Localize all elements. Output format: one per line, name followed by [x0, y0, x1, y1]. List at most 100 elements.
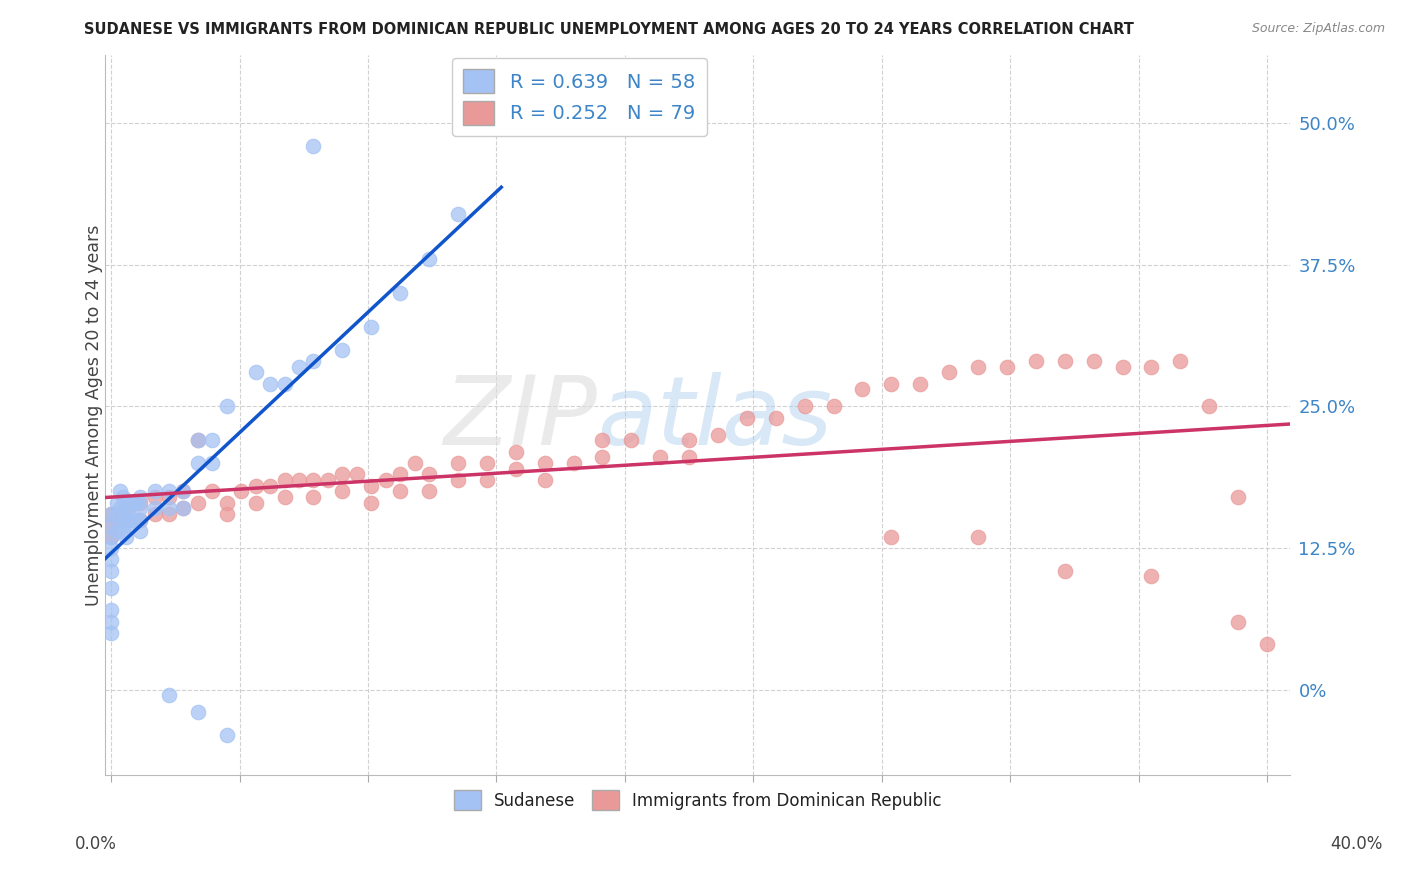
Point: [124, 513, 146, 527]
Point: [418, 252, 440, 267]
Point: [735, 410, 758, 425]
Point: [1111, 359, 1133, 374]
Point: [910, 376, 932, 391]
Point: [117, 518, 139, 533]
Point: [1140, 569, 1163, 583]
Point: [360, 320, 382, 334]
Point: [100, 518, 122, 533]
Point: [108, 484, 131, 499]
Point: [620, 434, 643, 448]
Point: [447, 207, 470, 221]
Point: [172, 501, 194, 516]
Point: [100, 507, 122, 521]
Point: [105, 507, 128, 521]
Point: [111, 490, 134, 504]
Text: ZIP: ZIP: [443, 372, 598, 465]
Point: [105, 496, 128, 510]
Point: [360, 496, 382, 510]
Point: [127, 513, 149, 527]
Point: [823, 400, 845, 414]
Point: [201, 434, 224, 448]
Point: [273, 490, 295, 504]
Point: [172, 484, 194, 499]
Point: [1227, 490, 1250, 504]
Point: [1053, 564, 1076, 578]
Point: [187, 706, 209, 720]
Point: [114, 513, 136, 527]
Point: [215, 728, 238, 742]
Point: [245, 496, 267, 510]
Point: [143, 490, 166, 504]
Point: [1256, 638, 1278, 652]
Point: [316, 473, 339, 487]
Point: [114, 513, 136, 527]
Y-axis label: Unemployment Among Ages 20 to 24 years: Unemployment Among Ages 20 to 24 years: [86, 224, 103, 606]
Point: [995, 359, 1018, 374]
Point: [172, 484, 194, 499]
Point: [302, 473, 325, 487]
Point: [288, 359, 311, 374]
Point: [187, 456, 209, 470]
Point: [591, 434, 613, 448]
Point: [678, 450, 700, 465]
Point: [143, 501, 166, 516]
Text: 40.0%: 40.0%: [1330, 835, 1384, 853]
Point: [100, 564, 122, 578]
Point: [111, 524, 134, 538]
Point: [187, 434, 209, 448]
Point: [389, 286, 412, 301]
Point: [707, 427, 730, 442]
Point: [1227, 615, 1250, 629]
Point: [157, 689, 180, 703]
Point: [111, 507, 134, 521]
Point: [1083, 354, 1105, 368]
Point: [127, 496, 149, 510]
Text: Source: ZipAtlas.com: Source: ZipAtlas.com: [1251, 22, 1385, 36]
Point: [288, 473, 311, 487]
Point: [505, 445, 527, 459]
Point: [447, 473, 470, 487]
Point: [273, 376, 295, 391]
Point: [330, 467, 353, 482]
Text: SUDANESE VS IMMIGRANTS FROM DOMINICAN REPUBLIC UNEMPLOYMENT AMONG AGES 20 TO 24 : SUDANESE VS IMMIGRANTS FROM DOMINICAN RE…: [84, 22, 1135, 37]
Point: [475, 456, 498, 470]
Point: [100, 530, 122, 544]
Point: [108, 518, 131, 533]
Point: [404, 456, 426, 470]
Point: [157, 490, 180, 504]
Point: [505, 462, 527, 476]
Text: atlas: atlas: [598, 372, 832, 465]
Point: [231, 484, 253, 499]
Point: [215, 507, 238, 521]
Point: [108, 501, 131, 516]
Point: [120, 513, 142, 527]
Point: [533, 473, 555, 487]
Legend: Sudanese, Immigrants from Dominican Republic: Sudanese, Immigrants from Dominican Repu…: [447, 783, 948, 817]
Text: 0.0%: 0.0%: [75, 835, 117, 853]
Point: [346, 467, 368, 482]
Point: [143, 507, 166, 521]
Point: [157, 484, 180, 499]
Point: [129, 501, 152, 516]
Point: [938, 366, 960, 380]
Point: [117, 501, 139, 516]
Point: [678, 434, 700, 448]
Point: [129, 496, 152, 510]
Point: [330, 343, 353, 357]
Point: [201, 484, 224, 499]
Point: [389, 467, 412, 482]
Point: [187, 434, 209, 448]
Point: [418, 467, 440, 482]
Point: [187, 496, 209, 510]
Point: [245, 479, 267, 493]
Point: [533, 456, 555, 470]
Point: [129, 513, 152, 527]
Point: [418, 484, 440, 499]
Point: [100, 581, 122, 595]
Point: [120, 496, 142, 510]
Point: [1170, 354, 1192, 368]
Point: [129, 490, 152, 504]
Point: [880, 376, 903, 391]
Point: [765, 410, 787, 425]
Point: [100, 541, 122, 556]
